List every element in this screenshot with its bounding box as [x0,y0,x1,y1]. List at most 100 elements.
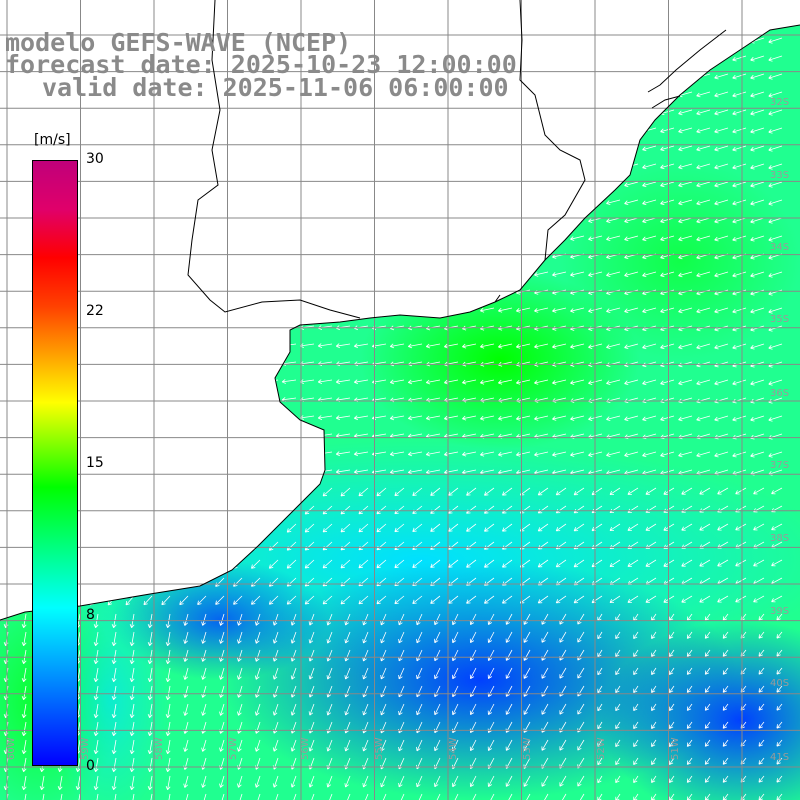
wind-arrow [505,613,513,625]
wind-arrow [272,739,279,752]
wind-arrow [254,667,261,680]
lat-label: 37S [770,460,789,471]
wind-arrow [219,739,225,752]
wind-arrow [660,415,675,422]
wind-arrow [758,721,765,729]
wind-arrow [597,703,603,712]
wind-arrow [750,235,765,242]
wind-arrow [750,199,765,206]
wind-arrow [559,631,567,643]
wind-arrow [714,235,729,242]
wind-arrow [380,613,387,626]
wind-arrow [75,775,81,791]
wind-arrow [660,379,675,386]
wind-arrow [340,595,351,605]
wind-arrow [484,523,495,532]
wind-arrow [111,757,117,773]
wind-arrow [201,685,207,698]
wind-arrow [358,595,369,605]
wind-arrow [776,667,783,675]
wind-arrow [394,559,405,569]
wind-arrow [290,739,297,752]
wind-arrow [624,451,639,458]
wind-arrow [111,721,117,737]
wind-arrow [407,451,423,457]
wind-arrow [111,685,117,701]
wind-arrow [183,739,189,752]
wind-arrow [615,685,621,694]
wind-arrow [776,739,783,747]
wind-arrow [699,595,711,603]
wind-arrow [380,667,387,680]
wind-arrow [714,145,729,152]
wind-arrow [21,721,27,737]
wind-arrow [466,523,477,532]
wind-arrow [722,667,729,675]
wind-arrow [197,595,207,605]
wind-arrow [469,613,477,626]
wind-arrow [147,757,153,773]
wind-arrow [678,415,693,422]
wind-arrow [469,631,477,644]
wind-arrow [480,307,495,313]
wind-arrow [768,451,783,458]
wind-arrow [750,127,765,134]
wind-arrow [704,703,711,711]
wind-arrow [129,757,135,773]
wind-arrow [678,343,693,350]
wind-arrow [732,163,747,170]
wind-arrow [534,343,549,349]
border-line [187,0,586,319]
wind-arrow [768,415,783,422]
wind-arrow [487,667,495,679]
wind-arrow [660,451,675,458]
wind-arrow [642,343,657,350]
wind-arrow [597,757,603,766]
wind-arrow [353,415,369,421]
wind-arrow [678,307,693,314]
wind-arrow [651,649,657,657]
wind-arrow [286,523,297,533]
wind-arrow [290,667,297,680]
wind-arrow [237,703,243,716]
wind-arrow [768,37,783,44]
wind-arrow [129,667,135,683]
wind-arrow [732,415,747,422]
wind-arrow [254,739,261,752]
wind-arrow [362,631,369,644]
wind-arrow [606,307,621,313]
wind-arrow [233,595,243,605]
wind-arrow [21,685,27,701]
wind-arrow [627,559,639,567]
wind-arrow [541,631,549,643]
wind-arrow [416,703,423,716]
wind-arrow [469,667,477,680]
wind-arrow [93,775,99,791]
wind-arrow [624,271,639,278]
colorbar-tick-0: 0 [86,758,95,774]
lat-label: 41S [770,752,789,763]
wind-arrow [93,685,99,701]
wind-arrow [732,91,747,98]
wind-arrow [570,379,585,385]
wind-arrow [552,451,567,457]
wind-arrow [358,559,369,569]
wind-arrow [340,541,351,551]
wind-arrow [215,595,225,605]
wind-arrow [573,559,585,568]
wind-arrow [597,685,603,694]
wind-arrow [732,145,747,152]
wind-arrow [750,379,765,386]
wind-arrow [201,649,207,662]
wind-arrow [570,415,585,421]
wind-arrow [165,631,171,647]
wind-arrow [696,163,711,170]
wind-arrow [425,451,441,457]
wind-arrow [577,667,585,679]
wind-arrow [577,739,585,751]
wind-arrow [452,739,459,752]
wind-arrow [462,415,477,421]
wind-arrow [412,595,423,604]
wind-arrow [570,451,585,457]
wind-arrow [335,469,351,475]
